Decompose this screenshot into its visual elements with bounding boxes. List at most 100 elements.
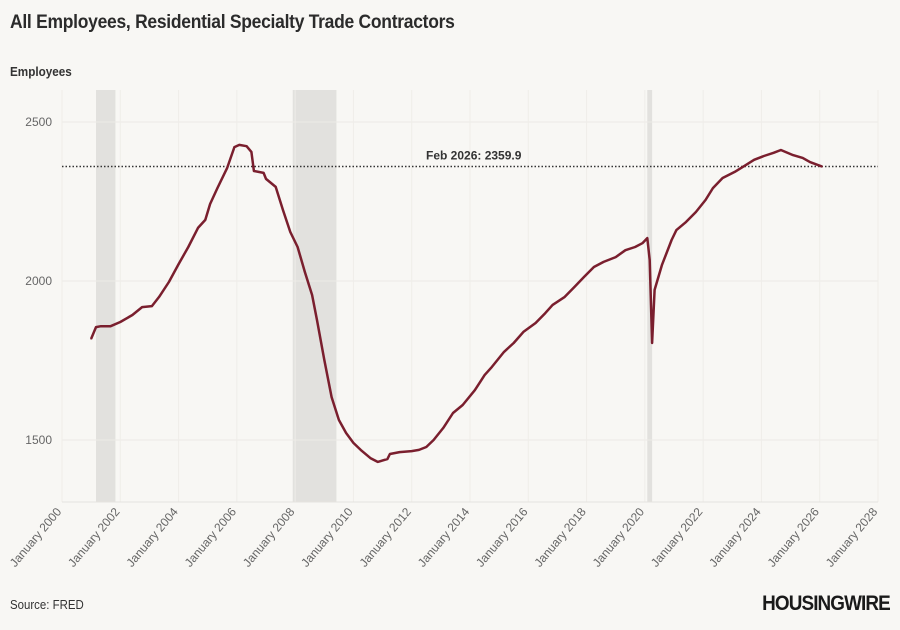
data-point (491, 366, 493, 368)
data-point (265, 178, 267, 180)
data-point (131, 314, 134, 316)
data-point (675, 229, 678, 231)
data-point (792, 154, 794, 156)
data-point (100, 325, 102, 327)
data-point (573, 286, 576, 288)
data-point (474, 389, 476, 391)
data-point (780, 149, 782, 151)
data-point (296, 246, 299, 248)
data-point (359, 449, 362, 451)
data-point (352, 442, 355, 444)
data-point (418, 449, 420, 451)
data-point (624, 249, 627, 251)
data-point (661, 264, 663, 266)
data-point (534, 322, 537, 324)
x-tick-label: January 2002 (65, 505, 123, 570)
recession-band (96, 90, 116, 502)
y-tick-label: 1500 (25, 433, 52, 447)
data-point (583, 276, 585, 278)
data-point (289, 231, 292, 233)
data-point (338, 419, 340, 421)
data-point (376, 461, 379, 463)
recession-band (292, 90, 337, 502)
data-point (772, 152, 775, 154)
data-point (753, 159, 755, 161)
data-point (634, 246, 636, 248)
data-point (282, 209, 284, 211)
x-tick-label: January 2008 (240, 505, 298, 570)
x-tick-label: January 2014 (415, 505, 473, 570)
data-point (602, 261, 605, 263)
reference-annotation: Feb 2026: 2359.9 (426, 149, 522, 163)
data-point (809, 161, 811, 163)
y-tick-label: 2500 (25, 115, 52, 129)
data-point (95, 326, 97, 328)
data-point (563, 296, 566, 298)
data-point (641, 242, 644, 244)
data-point (262, 172, 265, 174)
data-point (712, 187, 714, 189)
data-point (651, 342, 653, 344)
data-point (311, 294, 313, 296)
data-point (250, 151, 253, 153)
data-point (410, 450, 413, 452)
data-point (141, 306, 143, 308)
data-point (653, 289, 656, 291)
data-point (151, 305, 153, 307)
x-tick-label: January 2000 (7, 505, 65, 570)
data-point (801, 157, 804, 159)
x-tick-label: January 2012 (357, 505, 415, 570)
x-tick-label: January 2018 (531, 505, 589, 570)
data-point (245, 145, 248, 147)
data-point (551, 304, 554, 306)
source-note: Source: FRED (10, 597, 84, 612)
data-point (90, 338, 92, 340)
data-point (512, 342, 515, 344)
x-tick-label: January 2028 (823, 505, 881, 570)
data-point (158, 296, 160, 298)
data-point (238, 144, 241, 146)
y-axis-label: Employees (10, 64, 72, 79)
data-point (593, 266, 595, 268)
data-point (425, 446, 428, 448)
data-point (323, 359, 326, 361)
data-point (461, 404, 464, 406)
data-point (316, 319, 318, 321)
x-tick-label: January 2004 (123, 505, 181, 570)
data-point (226, 167, 228, 169)
data-point (670, 239, 673, 241)
x-tick-label: January 2010 (298, 505, 356, 570)
data-point (503, 351, 505, 353)
data-point (614, 256, 617, 258)
data-point (646, 237, 649, 239)
data-point (177, 263, 180, 265)
data-point (119, 321, 122, 323)
data-point (432, 439, 435, 441)
data-point (109, 325, 112, 327)
employees-series-line (89, 143, 823, 464)
data-point (304, 271, 306, 273)
data-point (369, 457, 372, 459)
x-tick-label: January 2006 (182, 505, 240, 570)
data-point (821, 165, 823, 168)
x-tick-label: January 2020 (590, 505, 648, 570)
data-point (187, 246, 190, 248)
data-point (168, 281, 170, 283)
chart-title: All Employees, Residential Specialty Tra… (10, 12, 455, 33)
data-point (704, 199, 707, 201)
data-point (233, 146, 236, 148)
data-point (483, 374, 486, 376)
data-point (204, 219, 207, 221)
data-point (442, 427, 445, 429)
data-point (721, 177, 724, 179)
data-point (330, 396, 333, 398)
x-tick-label: January 2026 (765, 505, 823, 570)
data-point (648, 259, 651, 261)
x-tick-label: January 2016 (473, 505, 531, 570)
data-point (274, 186, 277, 188)
data-point (345, 432, 347, 434)
data-point (452, 412, 454, 414)
data-point (386, 458, 389, 460)
data-point (733, 171, 736, 173)
